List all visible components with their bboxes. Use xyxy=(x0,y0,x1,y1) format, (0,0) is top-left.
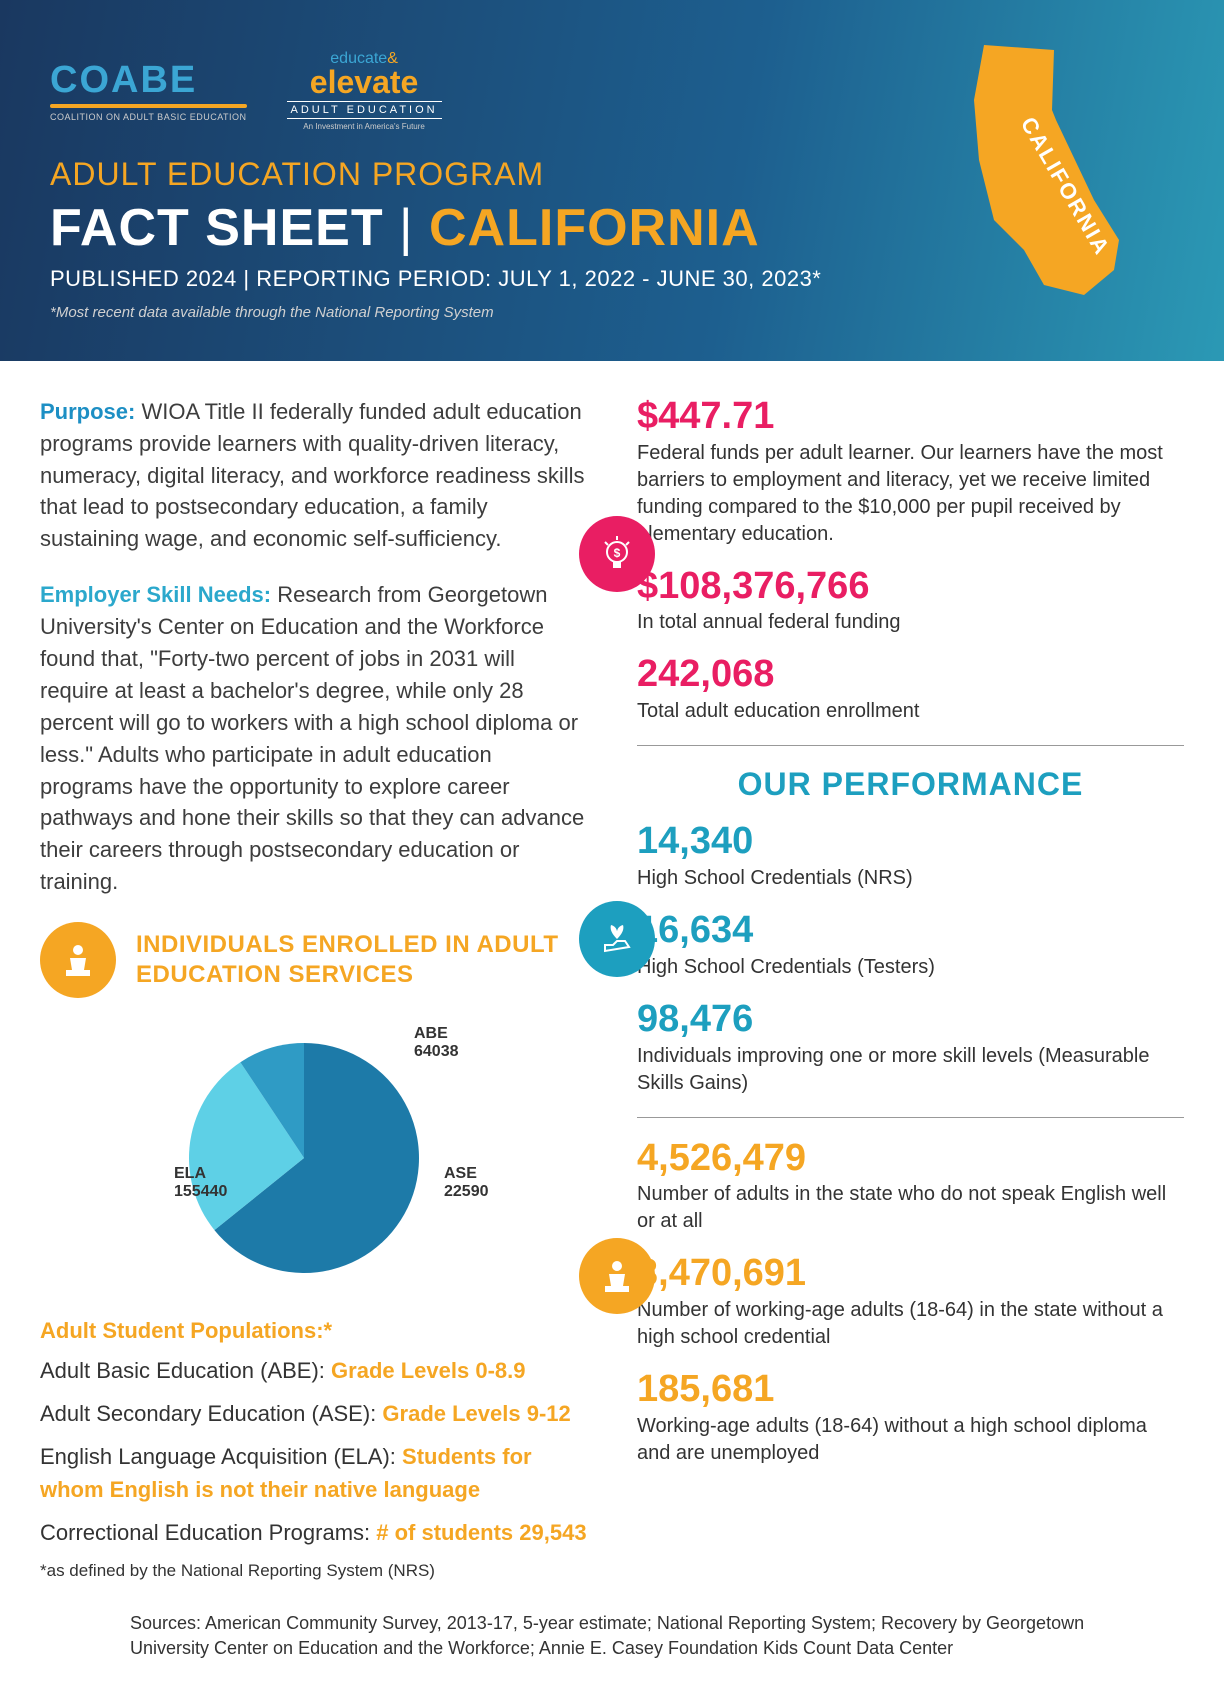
coabe-logo-text: COABE xyxy=(50,59,247,102)
population-row: Adult Basic Education (ABE): Grade Level… xyxy=(40,1354,587,1387)
stat-desc: Individuals improving one or more skill … xyxy=(637,1043,1184,1097)
stat-desc: In total annual federal funding xyxy=(637,609,1184,636)
stat-desc: Number of adults in the state who do not… xyxy=(637,1181,1184,1235)
enrollment-title: INDIVIDUALS ENROLLED IN ADULT EDUCATION … xyxy=(136,930,587,990)
stat-value: $447.71 xyxy=(637,396,1184,438)
stat-block: $447.71Federal funds per adult learner. … xyxy=(637,396,1184,548)
population-label: Adult Basic Education (ABE): xyxy=(40,1358,331,1383)
svg-text:$: $ xyxy=(614,546,621,560)
elevate-main-text: elevate xyxy=(310,68,419,97)
person-podium-icon xyxy=(40,922,116,998)
stat-value: 14,340 xyxy=(637,821,1184,863)
stat-desc: Total adult education enrollment xyxy=(637,698,1184,725)
person-podium-icon xyxy=(579,1238,655,1314)
stat-value: 3,470,691 xyxy=(637,1253,1184,1295)
stat-desc: Federal funds per adult learner. Our lea… xyxy=(637,440,1184,548)
stat-block: 242,068Total adult education enrollment xyxy=(637,654,1184,725)
stat-block: $108,376,766In total annual federal fund… xyxy=(637,566,1184,637)
stat-block: 4,526,479Number of adults in the state w… xyxy=(637,1138,1184,1236)
population-label: English Language Acquisition (ELA): xyxy=(40,1444,402,1469)
performance-title: OUR PERFORMANCE xyxy=(637,766,1184,803)
population-row: Correctional Education Programs: # of st… xyxy=(40,1516,587,1549)
stat-value: 185,681 xyxy=(637,1369,1184,1411)
population-label: Adult Secondary Education (ASE): xyxy=(40,1401,382,1426)
purpose-label: Purpose: xyxy=(40,399,135,424)
california-shape-icon: CALIFORNIA xyxy=(964,40,1124,300)
purpose-paragraph: Purpose: WIOA Title II federally funded … xyxy=(40,396,587,555)
elevate-logo: educate& elevate ADULT EDUCATION An Inve… xyxy=(287,50,442,131)
pie-label: ABE xyxy=(414,1025,448,1042)
populations-footnote: *as defined by the National Reporting Sy… xyxy=(40,1561,587,1581)
stat-value: 16,634 xyxy=(637,910,1184,952)
stat-value: 4,526,479 xyxy=(637,1138,1184,1180)
enrollment-pie-chart: ELA155440 ABE64038 ASE22590 xyxy=(104,1018,524,1298)
stat-value: $108,376,766 xyxy=(637,566,1184,608)
header-banner: COABE COALITION ON ADULT BASIC EDUCATION… xyxy=(0,0,1224,361)
population-value: Grade Levels 9-12 xyxy=(382,1401,570,1426)
lightbulb-dollar-icon: $ xyxy=(579,516,655,592)
pie-label-value: 64038 xyxy=(414,1043,459,1060)
stat-value: 242,068 xyxy=(637,654,1184,696)
divider-line xyxy=(637,745,1184,746)
coabe-underline xyxy=(50,104,247,108)
elevate-tagline: An Investment in America's Future xyxy=(303,122,425,131)
stat-block: 16,634High School Credentials (Testers) xyxy=(637,910,1184,981)
header-footnote: *Most recent data available through the … xyxy=(50,304,1174,321)
employer-text: Research from Georgetown University's Ce… xyxy=(40,582,584,894)
title-main: FACT SHEET xyxy=(50,199,384,257)
stat-block: 14,340High School Credentials (NRS) xyxy=(637,821,1184,892)
stat-desc: High School Credentials (Testers) xyxy=(637,954,1184,981)
coabe-logo: COABE COALITION ON ADULT BASIC EDUCATION xyxy=(50,59,247,122)
population-row: English Language Acquisition (ELA): Stud… xyxy=(40,1440,587,1506)
stat-desc: High School Credentials (NRS) xyxy=(637,865,1184,892)
pie-label-value: 22590 xyxy=(444,1183,489,1200)
employer-paragraph: Employer Skill Needs: Research from Geor… xyxy=(40,579,587,898)
stat-block: 98,476 Individuals improving one or more… xyxy=(637,999,1184,1097)
coabe-logo-sub: COALITION ON ADULT BASIC EDUCATION xyxy=(50,112,247,122)
hand-plant-icon xyxy=(579,901,655,977)
title-state: CALIFORNIA xyxy=(429,199,760,257)
population-value: # of students 29,543 xyxy=(376,1520,586,1545)
stat-block: 185,681Working-age adults (18-64) withou… xyxy=(637,1369,1184,1467)
title-divider: | xyxy=(399,199,429,257)
population-value: Grade Levels 0-8.9 xyxy=(331,1358,525,1383)
sources-footer: Sources: American Community Survey, 2013… xyxy=(0,1601,1224,1691)
pie-label: ELA xyxy=(174,1165,206,1182)
population-label: Correctional Education Programs: xyxy=(40,1520,376,1545)
pie-label: ASE xyxy=(444,1165,477,1182)
elevate-sub-text: ADULT EDUCATION xyxy=(287,101,442,119)
pie-label-value: 155440 xyxy=(174,1183,227,1200)
stat-value: 98,476 xyxy=(637,999,1184,1041)
employer-label: Employer Skill Needs: xyxy=(40,582,271,607)
stat-block: 3,470,691Number of working-age adults (1… xyxy=(637,1253,1184,1351)
population-row: Adult Secondary Education (ASE): Grade L… xyxy=(40,1397,587,1430)
populations-title: Adult Student Populations:* xyxy=(40,1318,587,1344)
divider-line xyxy=(637,1117,1184,1118)
stat-desc: Number of working-age adults (18-64) in … xyxy=(637,1297,1184,1351)
stat-desc: Working-age adults (18-64) without a hig… xyxy=(637,1413,1184,1467)
